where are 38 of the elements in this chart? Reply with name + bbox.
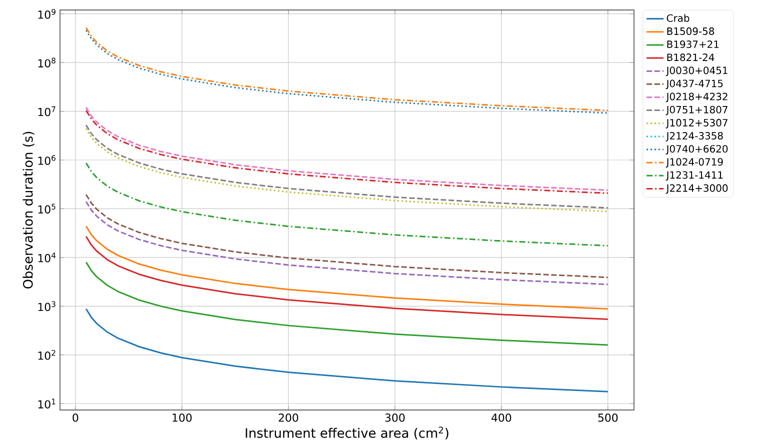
- line-series: [85, 225, 609, 310]
- x-tick-label: 300: [385, 414, 405, 422]
- x-tick-label: 500: [598, 414, 618, 422]
- y-tick-label: 10$^{8}$: [38, 58, 56, 68]
- y-tick-label: 10$^{7}$: [38, 106, 56, 116]
- legend-label: J0751+1807: [666, 106, 728, 116]
- y-tick-label: 10$^{5}$: [38, 204, 56, 214]
- legend-label: J1012+5307: [666, 119, 728, 128]
- y-tick-label: 10$^{4}$: [38, 252, 56, 262]
- legend-label: J2214+3000: [666, 184, 728, 194]
- legend-label: J0218+4232: [666, 92, 728, 102]
- legend-label: J2124-3358: [666, 132, 723, 142]
- legend-label: J0740+6620: [666, 145, 728, 155]
- y-tick-label: 10$^{9}$: [38, 9, 56, 19]
- legend-label: J0030+0451: [666, 66, 728, 76]
- x-tick-label: 100: [172, 414, 192, 422]
- legend-label: J0437-4715: [666, 80, 723, 90]
- x-axis-title: Instrument effective area (cm$^{2}$): [246, 426, 448, 440]
- legend-label: B1509-58: [667, 28, 714, 36]
- line-series: [85, 162, 609, 247]
- y-tick-label: 10$^{6}$: [38, 155, 56, 166]
- y-tick-label: 10$^{1}$: [38, 398, 56, 409]
- x-tick-label: 400: [491, 414, 512, 422]
- legend-label: J1231-1411: [666, 171, 723, 181]
- y-tick-label: 10$^{3}$: [38, 301, 56, 312]
- y-tick-label: 10$^{2}$: [38, 350, 56, 360]
- legend-label: J1024-0719: [666, 158, 723, 168]
- legend-label: Crab: [666, 14, 690, 22]
- legend-label: B1937+21: [667, 40, 719, 48]
- line-series: [85, 236, 609, 320]
- line-series: [85, 308, 609, 393]
- legend-label: B1821-24: [667, 54, 714, 62]
- line-series: [85, 262, 609, 346]
- line-series: [85, 200, 609, 286]
- line-series: [85, 194, 609, 278]
- y-axis-title: Observation duration (s): [22, 132, 34, 289]
- x-tick-label: 200: [278, 414, 298, 422]
- x-tick-label: 0: [72, 414, 78, 422]
